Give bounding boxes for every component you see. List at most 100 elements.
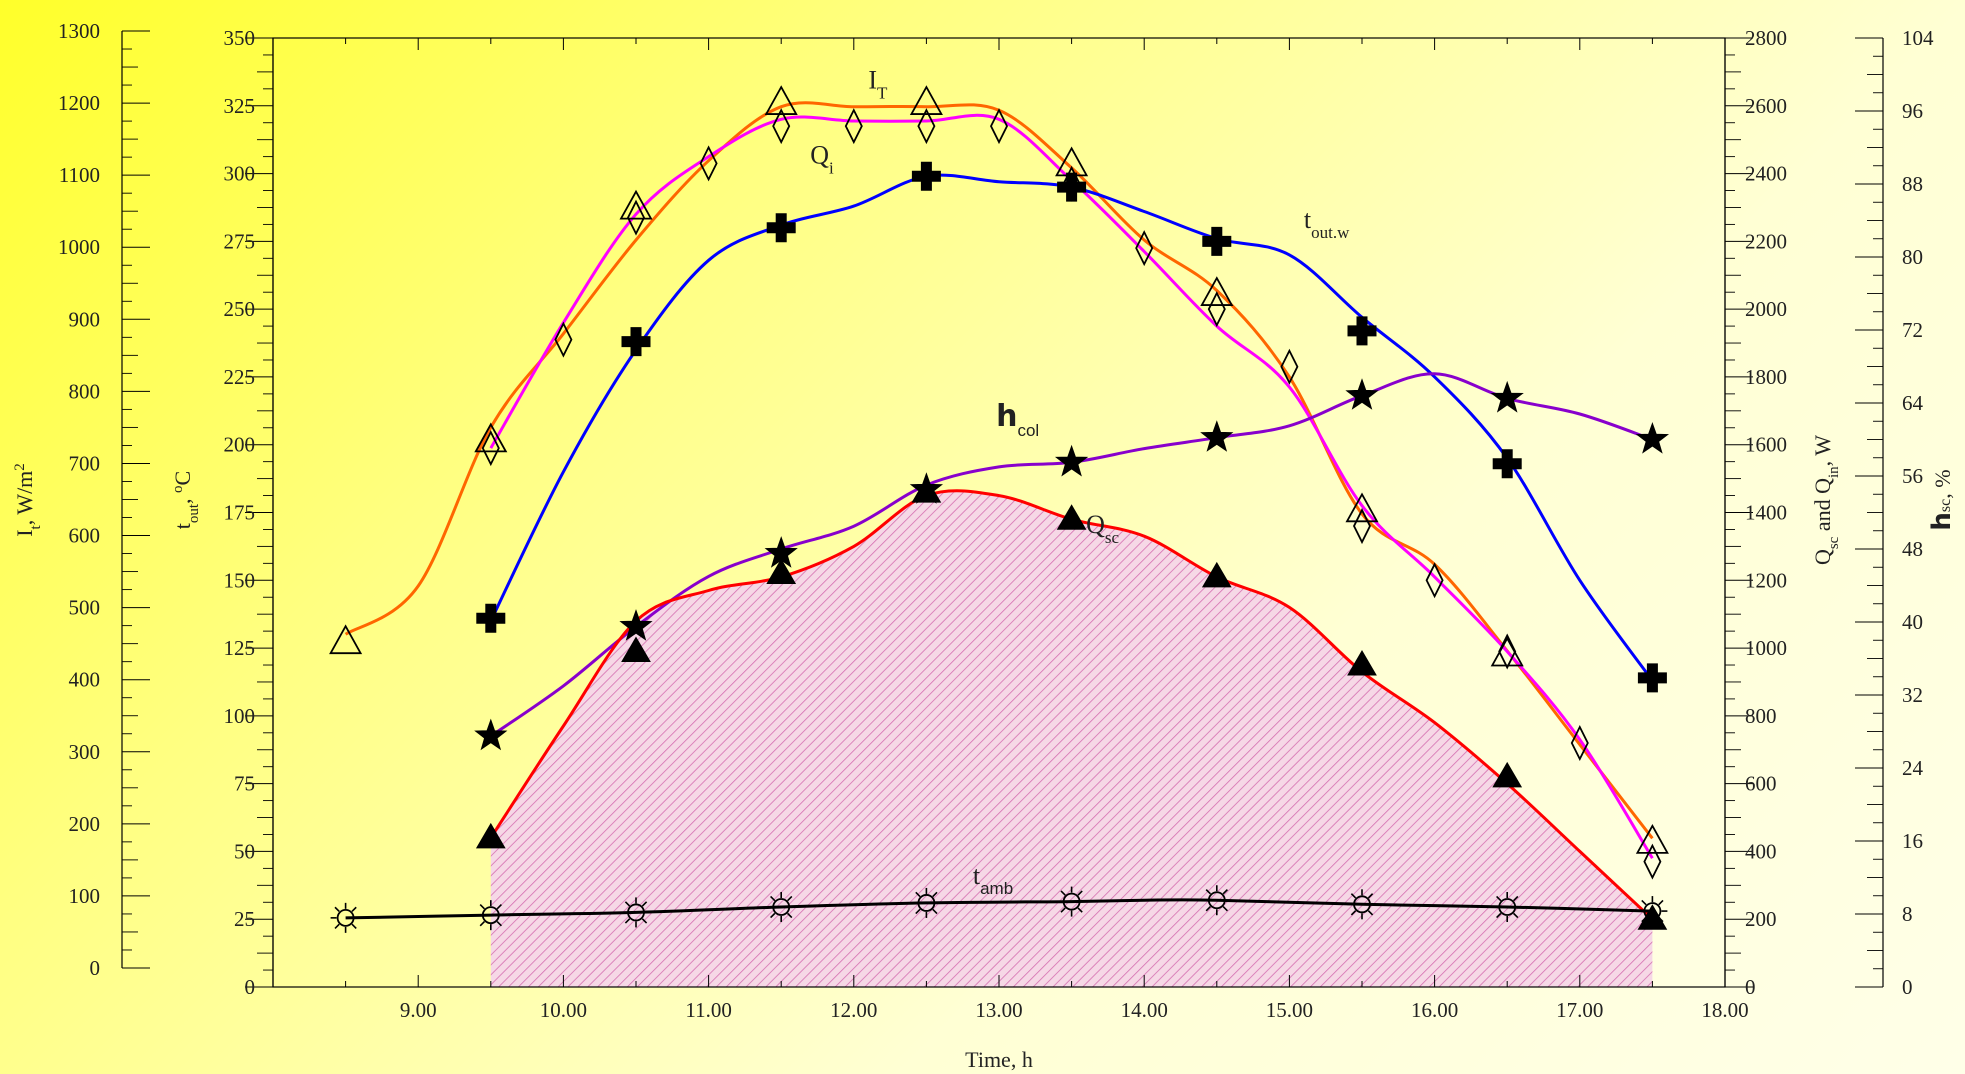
x-tick-label: 15.00 (1266, 998, 1313, 1022)
label-tamb: tamb (973, 861, 1013, 898)
marker-tamb-ray (1641, 899, 1647, 906)
label-Qi-sub: i (829, 158, 834, 177)
shaded-area-layer (490, 490, 1653, 987)
eta-tick-label: 48 (1902, 537, 1923, 561)
tout-axis-title-part: C (170, 471, 195, 486)
marker-tamb-ring (1207, 891, 1226, 910)
it-tick-label: 200 (69, 812, 101, 836)
eta-tick-label: 80 (1902, 245, 1923, 269)
label-Qsc-sub: sc (1105, 527, 1120, 546)
label-Qsc: Qsc (1086, 510, 1119, 547)
label-tamb-main: t (973, 861, 981, 890)
marker-tamb-ray (915, 908, 921, 915)
it-tick-label: 900 (69, 307, 101, 331)
axes-layer (121, 30, 1884, 988)
q-axis-title-part: in (1826, 466, 1842, 478)
marker-tamb-ray (624, 901, 631, 907)
marker-tamb-ray (496, 903, 502, 910)
marker-tout (766, 213, 796, 243)
eta-tick-label: 56 (1902, 464, 1923, 488)
it-tick-label: 1100 (59, 163, 100, 187)
marker-tamb-ray (1658, 899, 1664, 906)
q-tick-label: 1000 (1745, 636, 1787, 660)
marker-tamb (766, 892, 797, 923)
marker-Qi (626, 199, 646, 236)
x-axis-title: Time, h (965, 1047, 1033, 1072)
series-line-tamb (345, 898, 1653, 920)
marker-eta (1635, 422, 1670, 454)
eta-tick-label: 16 (1902, 829, 1923, 853)
marker-Qi (1425, 562, 1444, 599)
q-axis-title-part: Q (1810, 549, 1835, 565)
marker-tamb-ring (336, 908, 355, 927)
tout-tick-label: 0 (245, 975, 256, 999)
marker-tout (1492, 449, 1522, 479)
eta-tick-label: 88 (1902, 172, 1923, 196)
it-axis-title: It, W/m2 (12, 463, 44, 537)
marker-tamb-ray (915, 891, 921, 898)
it-tick-label: 1000 (58, 235, 100, 259)
x-tick-label: 18.00 (1701, 998, 1748, 1022)
x-tick-label: 9.00 (400, 998, 437, 1022)
marker-eta (1345, 378, 1379, 410)
marker-Qi (1570, 724, 1589, 761)
label-Qi: Qi (810, 140, 834, 177)
it-tick-label: 1300 (58, 19, 100, 43)
marker-tamb-ray (786, 895, 793, 902)
marker-tamb-ray (334, 906, 340, 913)
q-tick-label: 1200 (1745, 568, 1787, 592)
it-tick-label: 300 (69, 740, 101, 764)
marker-tamb-ring (481, 906, 500, 925)
it-tick-label: 700 (69, 451, 101, 475)
it-tick-label: 1200 (58, 91, 100, 115)
tout-tick-label: 100 (224, 704, 256, 728)
it-axis-title-part: , W/m (12, 471, 37, 526)
tout-tick-label: 50 (234, 839, 255, 863)
marker-tamb-ring (1062, 892, 1081, 911)
marker-tamb-ray (1367, 910, 1374, 916)
marker-IT (764, 85, 798, 115)
marker-Qsc (1201, 561, 1232, 588)
marker-tamb-ring (1353, 895, 1371, 914)
marker-tamb-ring (917, 894, 936, 912)
marker-tamb (1347, 889, 1377, 920)
tout-tick-label: 200 (224, 433, 256, 457)
marker-tamb-ring (1498, 898, 1517, 916)
eta-tick-label: 104 (1902, 26, 1934, 50)
label-Qi-main: Q (810, 140, 829, 169)
marker-tamb-ray (932, 908, 938, 915)
marker-tamb-ray (1658, 916, 1664, 923)
marker-IT (909, 85, 943, 115)
q-tick-label: 1800 (1745, 365, 1787, 389)
tout-axis-title: tout, oC (170, 471, 202, 529)
marker-tamb-ray (770, 912, 776, 919)
eta-tick-label: 0 (1902, 975, 1913, 999)
eta-tick-label: 24 (1902, 756, 1924, 780)
tout-axis-title-part: t (170, 523, 195, 529)
marker-tamb-ray (1060, 890, 1066, 896)
tout-tick-label: 225 (224, 365, 256, 389)
q-tick-label: 800 (1745, 704, 1777, 728)
marker-Qsc (766, 558, 797, 585)
label-eta-sub: col (1017, 420, 1039, 439)
it-axis-title-part: 2 (12, 463, 28, 471)
it-tick-label: 500 (69, 596, 101, 620)
marker-tamb-ray (479, 920, 486, 927)
marker-tamb (911, 887, 942, 918)
q-axis-title: Qsc and Qin, W (1810, 435, 1842, 565)
marker-tamb-ray (351, 906, 357, 913)
eta-tick-label: 72 (1902, 318, 1923, 342)
q-tick-label: 200 (1745, 907, 1777, 931)
eta-tick-label: 32 (1902, 683, 1923, 707)
it-tick-label: 600 (69, 524, 101, 548)
q-tick-label: 2000 (1745, 297, 1787, 321)
eta-axis-title-part: h (1927, 512, 1957, 531)
marker-tamb-ray (1496, 895, 1502, 902)
marker-Qsc (475, 822, 506, 849)
marker-eta (474, 718, 508, 751)
tout-tick-label: 125 (224, 636, 256, 660)
tout-tick-label: 275 (224, 229, 256, 253)
label-tout: tout.w (1304, 205, 1350, 242)
marker-Qi (989, 108, 1009, 145)
